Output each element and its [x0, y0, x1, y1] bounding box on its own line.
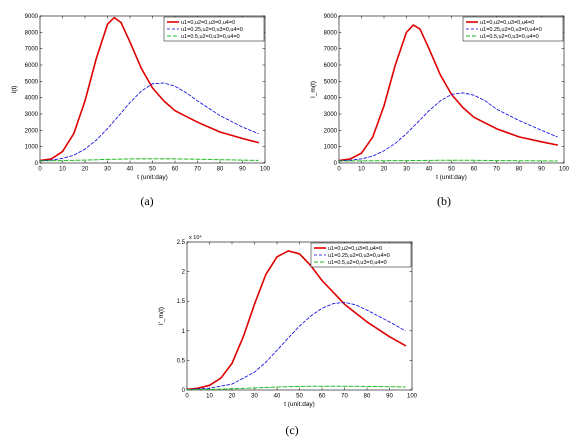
series-line-3 [39, 158, 259, 162]
legend-label-3: u1=0.5,u2=0,u3=0,u4=0 [480, 34, 539, 40]
y-tick-label: 7000 [324, 47, 338, 53]
panel-caption: (c) [285, 423, 298, 437]
x-tick-label: 10 [358, 167, 365, 173]
x-tick-label: 60 [319, 394, 326, 400]
x-tick-label: 60 [471, 167, 478, 173]
x-tick-label: 100 [260, 167, 271, 173]
y-tick-label: 1 [182, 329, 186, 335]
x-tick-label: 10 [59, 167, 66, 173]
y-tick-label: 3000 [25, 112, 39, 118]
y-tick-label: 5000 [324, 79, 338, 85]
x-tick-label: 70 [194, 167, 201, 173]
series-line-2 [338, 92, 558, 162]
legend: u1=0,u2=0,u3=0,u4=0u1=0.25,u2=0,u3=0,u4=… [163, 16, 265, 42]
y-tick-label: 4000 [324, 96, 338, 102]
series-line-3 [338, 159, 558, 162]
y-tick-label: 2000 [25, 128, 39, 134]
x-tick-label: 20 [229, 394, 236, 400]
series-line-2 [39, 82, 259, 162]
series-line-1 [186, 250, 407, 391]
x-axis-label: t (unit:day) [284, 401, 315, 408]
chart-panel-2: 0 10 20 30 40 50 60 70 80 90 100010002000300040005… [310, 14, 570, 208]
legend-box [310, 242, 412, 268]
y-tick-label: 6000 [25, 63, 39, 69]
series-line-3 [186, 385, 406, 391]
x-tick-label: 0 [38, 167, 42, 173]
x-tick-label: 20 [381, 167, 388, 173]
x-tick-label: 40 [426, 167, 433, 173]
x-tick-label: 50 [448, 167, 455, 173]
x-tick-label: 50 [296, 394, 303, 400]
legend-label-2: u1=0.25,u2=0,u3=0,u4=0 [480, 27, 542, 33]
legend-label-1: u1=0,u2=0,u3=0,u4=0 [480, 20, 534, 26]
x-tick-label: 10 [206, 394, 213, 400]
series-line-1 [338, 24, 559, 162]
y-tick-label: 2.5 [177, 240, 186, 246]
legend-label-3: u1=0.5,u2=0,u3=0,u4=0 [328, 260, 387, 266]
y-tick-label: 8000 [25, 30, 39, 36]
x-tick-label: 100 [559, 167, 570, 173]
x-tick-label: 90 [239, 167, 246, 173]
series-line-2 [186, 301, 406, 390]
x-tick-label: 40 [274, 394, 281, 400]
x-tick-label: 90 [386, 394, 393, 400]
y-axis-label: I(t) [11, 86, 18, 94]
x-tick-label: 0 [185, 394, 189, 400]
x-tick-label: 20 [82, 167, 89, 173]
x-tick-label: 80 [217, 167, 224, 173]
x-tick-label: 40 [127, 167, 134, 173]
y-tick-label: 5000 [25, 79, 39, 85]
x-tick-label: 30 [104, 167, 111, 173]
y-tick-label: 1000 [324, 145, 338, 151]
y-tick-label: 9000 [25, 14, 39, 20]
x-tick-label: 80 [364, 394, 371, 400]
x-tick-label: 30 [251, 394, 258, 400]
legend: u1=0,u2=0,u3=0,u4=0u1=0.25,u2=0,u3=0,u4=… [462, 16, 564, 42]
y-tick-label: 6000 [324, 63, 338, 69]
y-tick-label: 4000 [25, 96, 39, 102]
legend-label-2: u1=0.25,u2=0,u3=0,u4=0 [328, 253, 390, 259]
legend-label-1: u1=0,u2=0,u3=0,u4=0 [181, 20, 235, 26]
y-tick-label: 0 [182, 388, 186, 394]
legend-label-2: u1=0.25,u2=0,u3=0,u4=0 [181, 27, 243, 33]
x-tick-label: 70 [493, 167, 500, 173]
y-axis-label: I_m(t) [310, 81, 317, 98]
x-tick-label: 60 [172, 167, 179, 173]
y-tick-label: 8000 [324, 30, 338, 36]
x-tick-label: 0 [337, 167, 341, 173]
legend-label-1: u1=0,u2=0,u3=0,u4=0 [328, 246, 382, 252]
legend: u1=0,u2=0,u3=0,u4=0u1=0.25,u2=0,u3=0,u4=… [310, 242, 412, 268]
x-tick-label: 80 [516, 167, 523, 173]
x-tick-label: 90 [538, 167, 545, 173]
x-tick-label: 30 [403, 167, 410, 173]
y-tick-label: 2 [182, 270, 186, 276]
panel-caption: (a) [140, 194, 153, 208]
x-tick-label: 100 [407, 394, 418, 400]
y-tick-label: 1.5 [177, 299, 186, 305]
series-line-1 [39, 16, 260, 162]
y-tick-label: 9000 [324, 14, 338, 20]
legend-box [163, 16, 265, 42]
x-axis-label: t (unit:day) [137, 174, 168, 181]
chart-panel-3: 0 10 20 30 40 50 60 70 80 90 100 0 0.5 1 1.5 2 2.5x 10⁴ t… [158, 234, 418, 437]
y-axis-label: I'_m(t) [158, 307, 165, 325]
y-tick-label: 0 [35, 161, 39, 167]
panel-caption: (b) [437, 194, 451, 208]
x-tick-label: 70 [341, 394, 348, 400]
y-tick-label: 0.5 [177, 358, 186, 364]
x-tick-label: 50 [149, 167, 156, 173]
chart-panel-1: 0 10 20 30 40 50 60 70 80 90 100010002000300040005… [11, 14, 271, 208]
y-tick-label: 2000 [324, 128, 338, 134]
legend-box [462, 16, 564, 42]
y-tick-label: 7000 [25, 47, 39, 53]
y-tick-label: 3000 [324, 112, 338, 118]
y-tick-label: 1000 [25, 145, 39, 151]
y-axis-exponent: x 10⁴ [189, 234, 202, 241]
y-tick-label: 0 [334, 161, 338, 167]
x-axis-label: t (unit:day) [436, 174, 467, 181]
legend-label-3: u1=0.5,u2=0,u3=0,u4=0 [181, 34, 240, 40]
